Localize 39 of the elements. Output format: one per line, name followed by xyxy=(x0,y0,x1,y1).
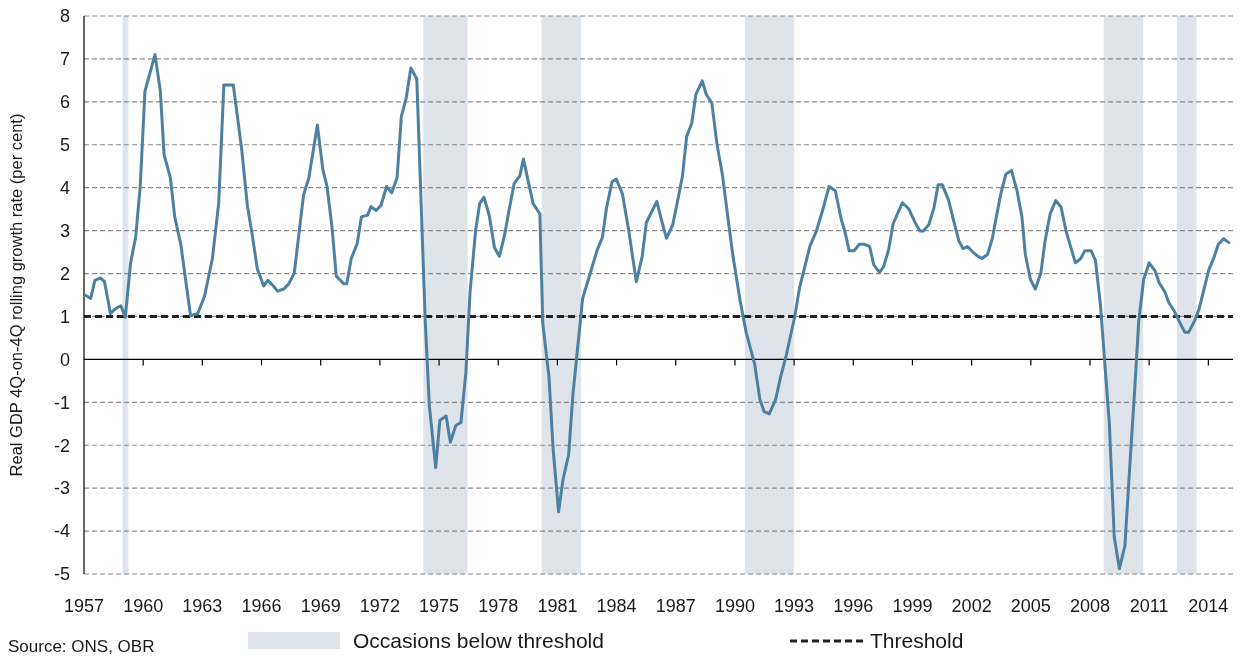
x-tick-label: 1981 xyxy=(537,596,578,616)
legend-label: Threshold xyxy=(870,629,964,653)
y-tick-label: 7 xyxy=(59,49,70,70)
x-tick-label: 2014 xyxy=(1188,596,1229,616)
y-tick-label: 3 xyxy=(59,220,70,241)
source-note: Source: ONS, OBR xyxy=(8,637,155,656)
x-tick-label: 1999 xyxy=(892,596,933,616)
x-tick-label: 1978 xyxy=(478,596,519,616)
x-tick-label: 1957 xyxy=(63,596,105,616)
y-tick-label: -3 xyxy=(53,478,70,499)
x-tick-label: 1987 xyxy=(655,596,696,616)
x-tick-label: 1990 xyxy=(714,596,755,616)
x-tick-label: 1966 xyxy=(241,596,282,616)
x-tick-label: 1975 xyxy=(419,596,460,616)
x-tick-label: 2008 xyxy=(1069,596,1111,616)
x-tick-label: 1993 xyxy=(774,596,815,616)
y-tick-label: -4 xyxy=(53,521,70,542)
x-tick-label: 2005 xyxy=(1010,596,1051,616)
line-series xyxy=(84,53,1231,571)
y-tick-label: -1 xyxy=(53,392,70,413)
y-tick-label: -2 xyxy=(53,435,70,456)
x-tick-label: 1972 xyxy=(359,596,400,616)
x-tick-label: 2011 xyxy=(1129,596,1169,616)
x-tick-label: 1969 xyxy=(300,596,341,616)
y-tick-label: -5 xyxy=(53,564,70,585)
y-tick-label: 2 xyxy=(59,263,70,284)
y-tick-label: 1 xyxy=(59,306,70,327)
y-tick-label: 8 xyxy=(59,6,70,27)
y-tick-label: 6 xyxy=(59,92,70,113)
x-tick-label: 1963 xyxy=(182,596,223,616)
y-tick-label: 0 xyxy=(59,349,70,370)
x-tick-label: 2002 xyxy=(951,596,992,616)
y-tick-label: 4 xyxy=(59,177,70,198)
y-axis-title: Real GDP 4Q-on-4Q rolling growth rate (per cent) xyxy=(7,113,25,477)
x-tick-label: 1996 xyxy=(833,596,874,616)
x-tick-label: 1984 xyxy=(596,596,637,616)
legend-label: Occasions below threshold xyxy=(353,629,604,653)
y-tick-label: 5 xyxy=(59,135,70,156)
x-tick-label: 1960 xyxy=(123,596,164,616)
